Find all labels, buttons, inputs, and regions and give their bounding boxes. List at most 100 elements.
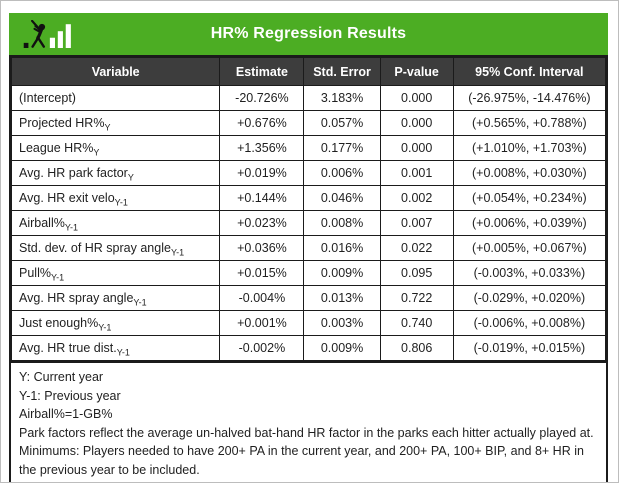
conf-interval-cell: (-0.019%, +0.015%) [452,335,607,361]
variable-cell: Airball%Y-1 [10,210,221,236]
column-header-row: Variable Estimate Std. Error P-value 95% Con… [10,57,607,86]
p-value-cell: 0.000 [379,110,454,136]
conf-interval-cell: (+0.565%, +0.788%) [452,110,607,136]
table-row: Projected HR%Y +0.676% 0.057% 0.000 (+0.565%… [10,110,607,136]
variable-cell: Projected HR%Y [10,110,221,136]
p-value-cell: 0.007 [379,210,454,236]
std-error-cell: 0.016% [303,235,381,261]
estimate-cell: -20.726% [219,85,305,111]
variable-label: Avg. HR true dist. [19,341,117,355]
table-row: Std. dev. of HR spray angleY-1 +0.036% 0.0… [10,235,607,261]
variable-cell: Avg. HR true dist.Y-1 [10,335,221,361]
std-error-cell: 0.046% [303,185,381,211]
conf-interval-cell: (+0.054%, +0.234%) [452,185,607,211]
conf-interval-cell: (+0.008%, +0.030%) [452,160,607,186]
table-row: (Intercept) -20.726% 3.183% 0.000 (-26.975%,… [10,85,607,111]
estimate-cell: +0.015% [219,260,305,286]
estimate-cell: -0.004% [219,285,305,311]
results-table: Variable Estimate Std. Error P-value 95% Con… [10,57,607,361]
results-table-container: Variable Estimate Std. Error P-value 95% Con… [9,55,608,482]
batter-chart-logo-icon [23,20,71,48]
conf-interval-cell: (-0.029%, +0.020%) [452,285,607,311]
table-row: League HR%Y +1.356% 0.177% 0.000 (+1.010%, +… [10,135,607,161]
page-title: HR% Regression Results [210,25,407,42]
table-row: Pull%Y-1 +0.015% 0.009% 0.095 (-0.003%, +0.0… [10,260,607,286]
variable-cell: Avg. HR spray angleY-1 [10,285,221,311]
p-value-cell: 0.095 [379,260,454,286]
variable-label: Projected HR% [19,116,105,130]
p-value-cell: 0.001 [379,160,454,186]
table-row: Avg. HR true dist.Y-1 -0.002% 0.009% 0.806(… [10,335,607,361]
p-value-cell: 0.740 [379,310,454,336]
table-row: Airball%Y-1 +0.023% 0.008% 0.007 (+0.006%, +… [10,210,607,236]
conf-interval-cell: (-0.006%, +0.008%) [452,310,607,336]
column-header: P-value [379,57,454,86]
p-value-cell: 0.002 [379,185,454,211]
std-error-cell: 0.009% [303,260,381,286]
estimate-cell: +0.001% [219,310,305,336]
estimate-cell: +0.023% [219,210,305,236]
column-header: Estimate [219,57,305,86]
p-value-cell: 0.000 [379,135,454,161]
variable-label: Avg. HR park factor [19,166,128,180]
footnote-line: Y-1: Previous year [19,388,121,403]
variable-cell: (Intercept) [10,85,221,111]
estimate-cell: +0.144% [219,185,305,211]
variable-cell: League HR%Y [10,135,221,161]
variable-subscript: Y-1 [98,322,112,333]
variable-subscript: Y-1 [50,272,65,283]
conf-interval-cell: (+1.010%, +1.703%) [452,135,607,161]
figure-content: HR% Regression Results Variable Estimate S… [9,13,608,482]
variable-cell: Pull%Y-1 [10,260,221,286]
std-error-cell: 0.008% [303,210,381,236]
variable-subscript: Y-1 [114,197,128,208]
variable-subscript: Y [127,172,134,183]
std-error-cell: 0.057% [303,110,381,136]
footnote-line: Minimums: Players needed to have 200+ PA… [19,444,584,477]
std-error-cell: 0.003% [303,310,381,336]
variable-cell: Std. dev. of HR spray angleY-1 [10,235,221,261]
std-error-cell: 3.183% [303,85,381,111]
variable-label: League HR% [19,141,94,155]
p-value-cell: 0.022 [379,235,454,261]
variable-label: Pull% [19,266,51,280]
variable-cell: Avg. HR park factorY [10,160,221,186]
variable-subscript: Y [104,122,111,133]
variable-subscript: Y-1 [116,347,130,358]
variable-cell: Avg. HR exit veloY-1 [10,185,221,211]
estimate-cell: +0.676% [219,110,305,136]
footnote-line: Park factors reflect the average un-halv… [19,425,594,440]
table-row: Avg. HR park factorY +0.019% 0.006% 0.001 (+… [10,160,607,186]
footnote-line: Y: Current year [19,370,104,384]
p-value-cell: 0.000 [379,85,454,111]
variable-label: Just enough% [19,316,99,330]
p-value-cell: 0.806 [379,335,454,361]
title-bar: HR% Regression Results [9,13,608,55]
table-row: Avg. HR exit veloY-1 +0.144% 0.046% 0.002 (+… [10,185,607,211]
variable-subscript: Y-1 [133,297,147,308]
variable-cell: Just enough%Y-1 [10,310,221,336]
p-value-cell: 0.722 [379,285,454,311]
column-header: Std. Error [303,57,381,86]
conf-interval-cell: (-26.975%, -14.476%) [452,85,607,111]
conf-interval-cell: (+0.005%, +0.067%) [452,235,607,261]
estimate-cell: +0.019% [219,160,305,186]
variable-label: Std. dev. of HR spray angle [19,241,171,255]
footnotes-box: Y: Current year Y-1: Previous year Airball… [11,361,606,482]
variable-subscript: Y-1 [170,247,185,258]
variable-label: Avg. HR exit velo [19,191,115,205]
table-row: Just enough%Y-1 +0.001% 0.003% 0.740 (-0.006… [10,310,607,336]
variable-label: (Intercept) [19,91,76,105]
table-row: Avg. HR spray angleY-1 -0.004% 0.013% 0.722… [10,285,607,311]
estimate-cell: +1.356% [219,135,305,161]
std-error-cell: 0.009% [303,335,381,361]
variable-label: Airball% [19,216,65,230]
estimate-cell: +0.036% [219,235,305,261]
std-error-cell: 0.013% [303,285,381,311]
conf-interval-cell: (+0.006%, +0.039%) [452,210,607,236]
std-error-cell: 0.177% [303,135,381,161]
conf-interval-cell: (-0.003%, +0.033%) [452,260,607,286]
column-header: Variable [10,57,221,86]
variable-subscript: Y-1 [64,222,79,233]
